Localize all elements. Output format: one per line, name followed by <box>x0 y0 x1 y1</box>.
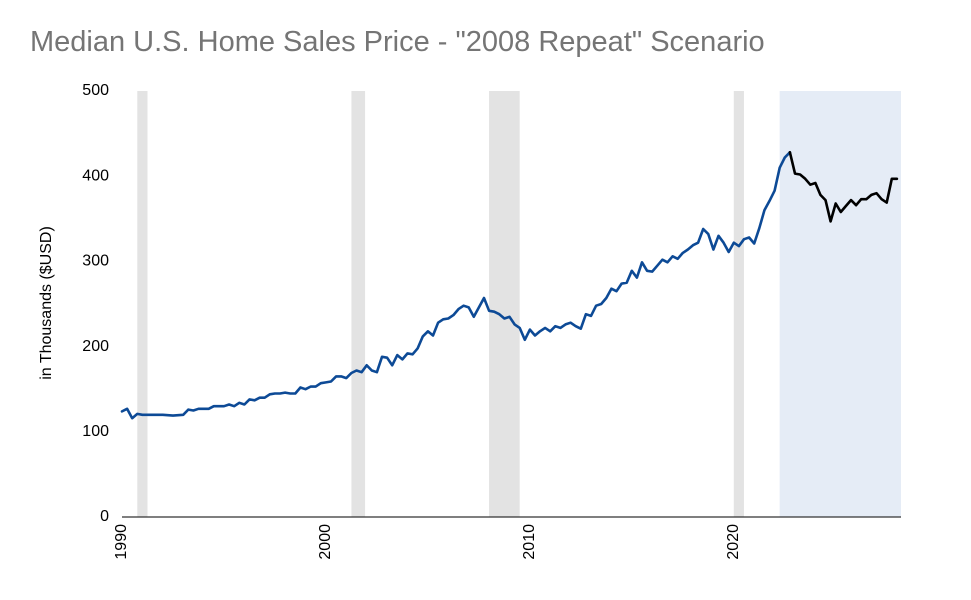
y-tick-labels: 0 100 200 300 400 500 <box>82 82 109 525</box>
recession-band <box>351 91 366 517</box>
y-tick-label: 400 <box>82 167 109 184</box>
y-tick-label: 200 <box>82 338 109 355</box>
y-tick-label: 100 <box>82 423 109 440</box>
y-tick-label: 300 <box>82 253 109 270</box>
x-tick-label: 2020 <box>725 524 742 560</box>
recession-band <box>733 91 744 517</box>
scenario-series-line <box>788 151 899 223</box>
series-lines <box>120 151 899 420</box>
x-tick-labels: 1990 2000 2010 2020 <box>113 524 742 560</box>
chart-title: Median U.S. Home Sales Price - "2008 Rep… <box>30 26 765 58</box>
y-axis-label: in Thousands ($USD) <box>38 226 55 380</box>
forecast-period-band <box>779 91 901 517</box>
x-tick-label: 2000 <box>317 524 334 560</box>
x-tick-label: 1990 <box>113 524 130 560</box>
y-tick-label: 0 <box>100 508 109 525</box>
recession-band <box>137 91 148 517</box>
recession-band <box>489 91 520 517</box>
shaded-periods <box>137 91 901 517</box>
historical-series-line <box>120 151 792 420</box>
y-tick-label: 500 <box>82 82 109 99</box>
x-tick-label: 2010 <box>521 524 538 560</box>
